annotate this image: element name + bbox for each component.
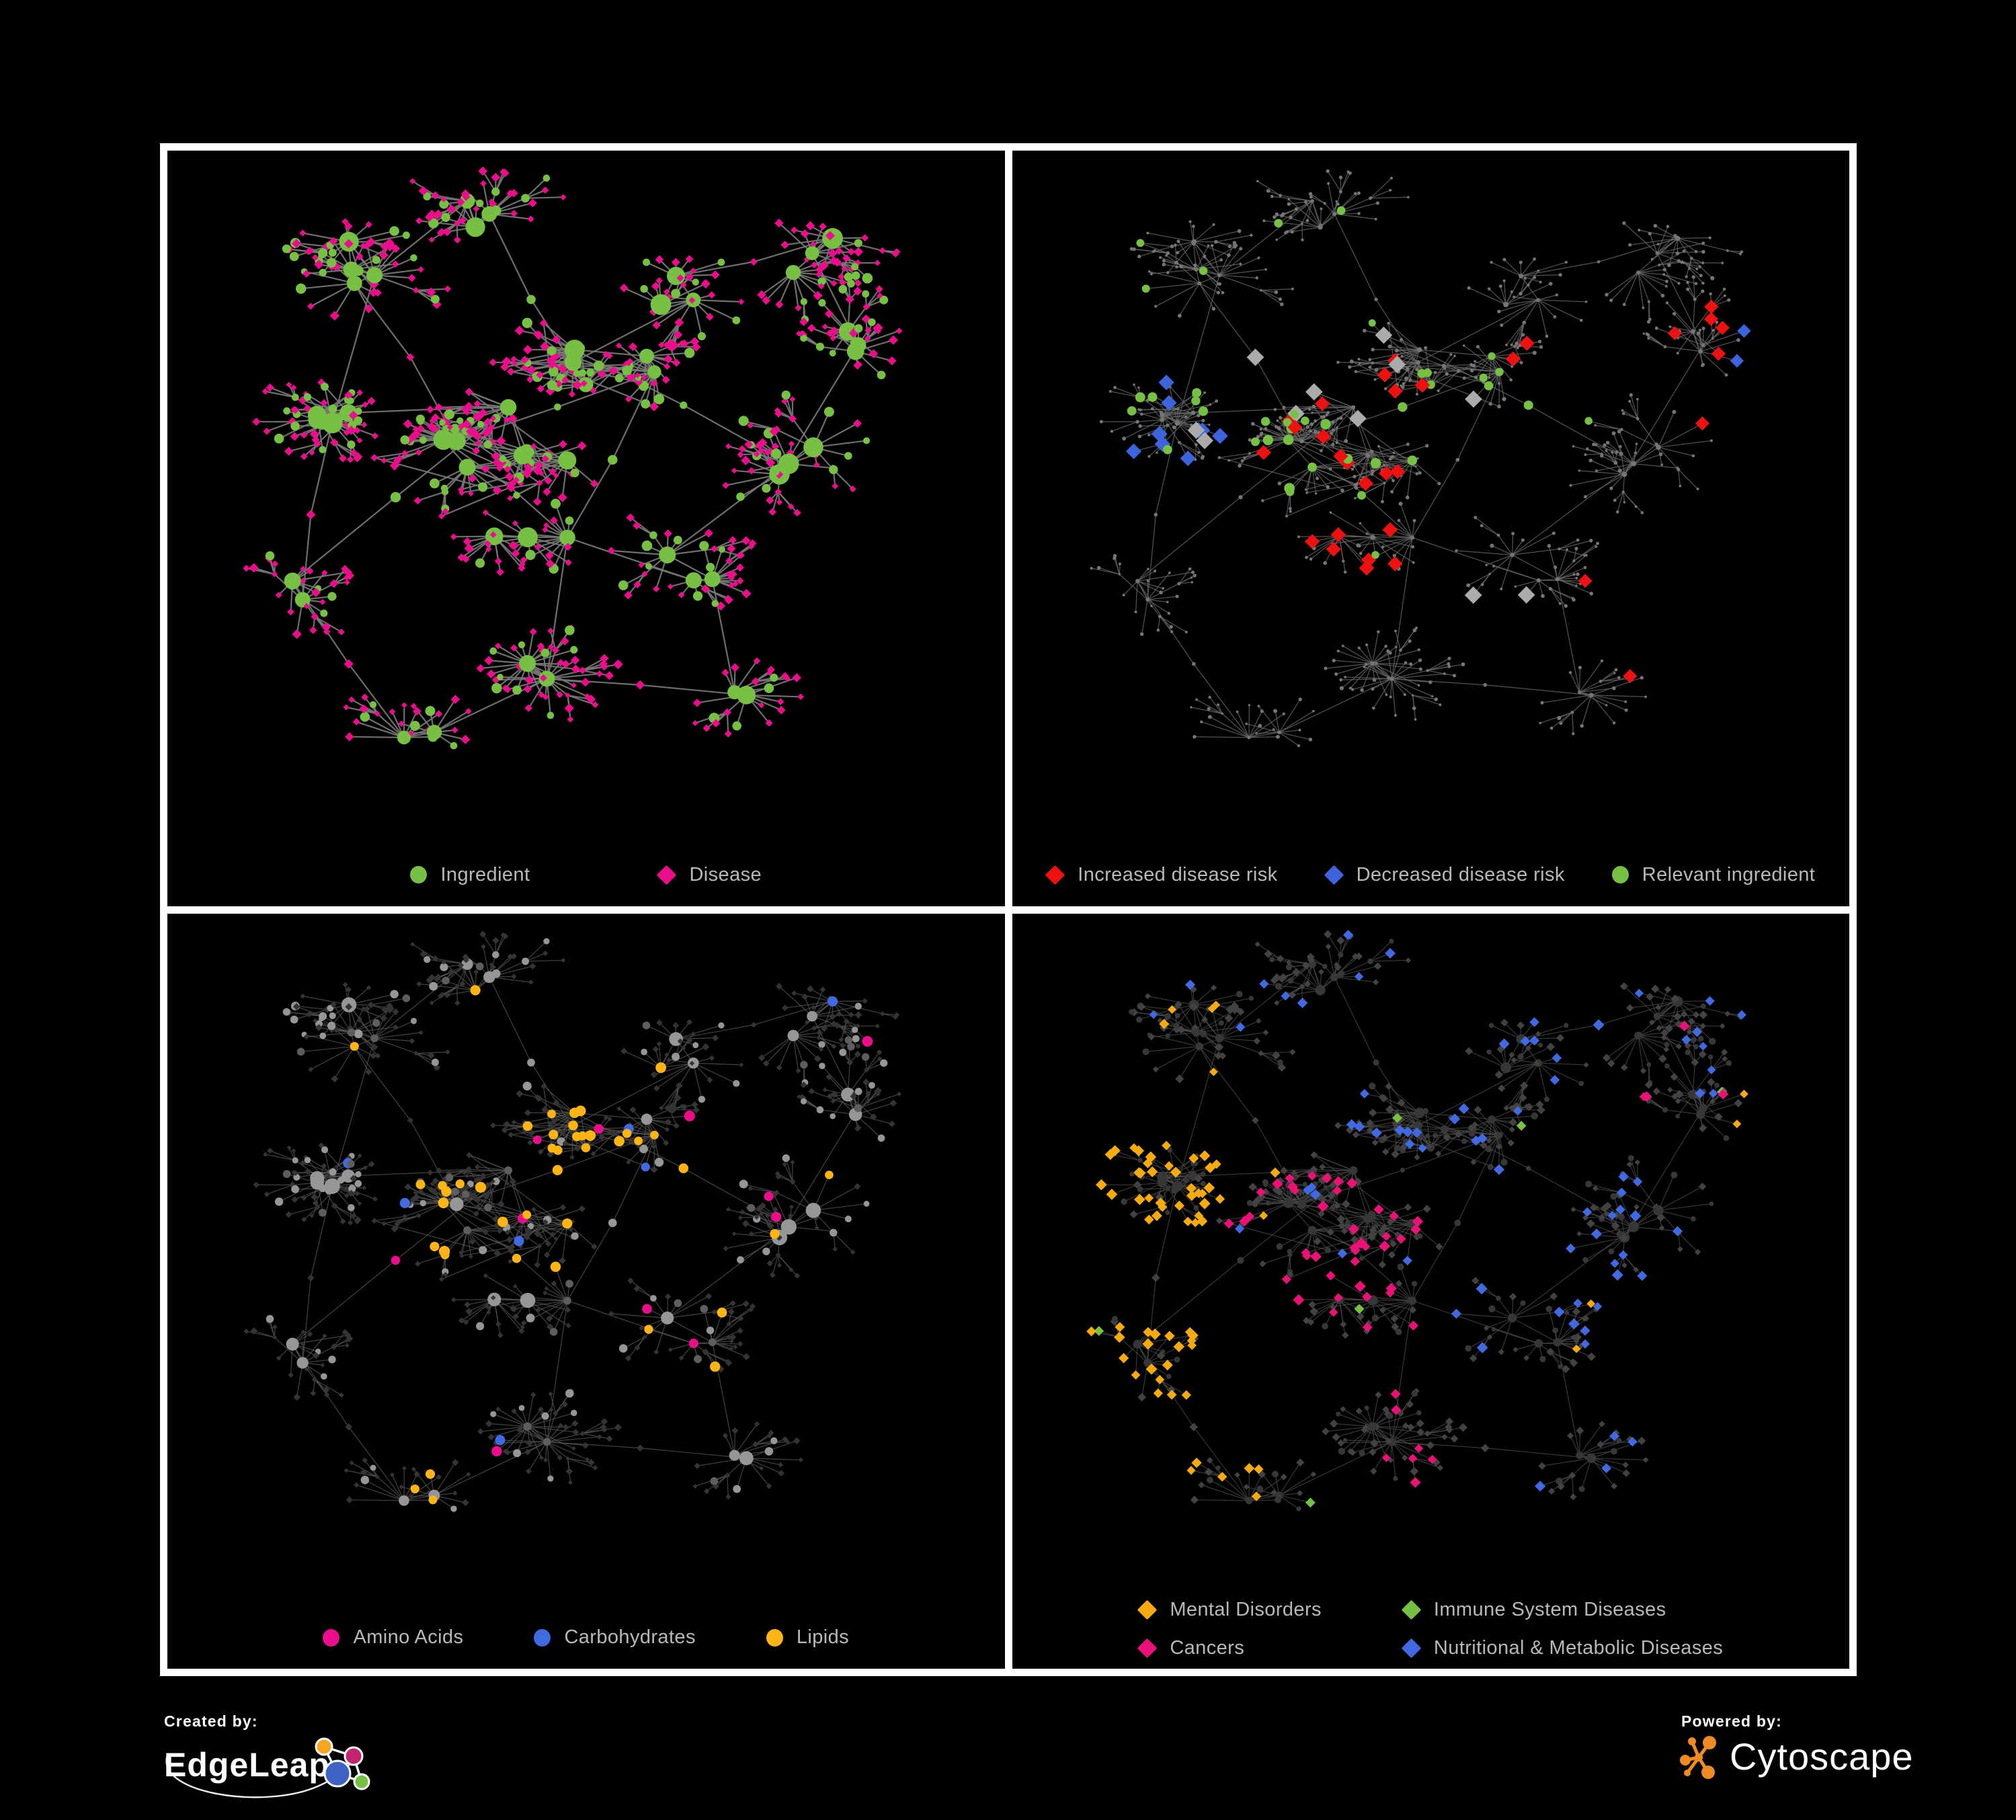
network-graph-nutrient-classes bbox=[243, 930, 902, 1512]
legend-label: Lipids bbox=[796, 1626, 850, 1648]
edgeleap-node-orange bbox=[315, 1737, 333, 1756]
lipids-circle-icon bbox=[766, 1628, 783, 1647]
legend-label: Ingredient bbox=[440, 863, 530, 885]
legend-item-ingredient: Ingredient bbox=[410, 864, 530, 886]
legend-item-decreased-disease-risk: Decreased disease risk bbox=[1324, 863, 1565, 886]
legend-item-nutritional-metabolic-diseases: Nutritional & Metabolic Diseases bbox=[1401, 1637, 1724, 1659]
cancers-diamond-icon bbox=[1137, 1638, 1158, 1659]
nutritional-metabolic-diseases-diamond-icon bbox=[1401, 1638, 1422, 1659]
legend-label: Immune System Diseases bbox=[1433, 1599, 1666, 1620]
network-graph-disease-risk bbox=[1089, 169, 1751, 748]
relevant-ingredient-circle-icon bbox=[1611, 866, 1629, 883]
panel-nutrient-classes: Amino Acids Carbohydrates Lipids bbox=[167, 913, 1005, 1669]
legend-label: Amino Acids bbox=[353, 1626, 464, 1648]
edgeleap-logo: EdgeLeap bbox=[164, 1737, 370, 1798]
legend-disease-risk: Increased disease risk Decreased disease … bbox=[1012, 864, 1850, 886]
legend-item-amino-acids: Amino Acids bbox=[323, 1626, 463, 1649]
network-graph-disease-classes bbox=[1086, 929, 1748, 1511]
mental-disorders-diamond-icon bbox=[1137, 1599, 1158, 1620]
legend-label: Decreased disease risk bbox=[1356, 863, 1565, 885]
powered-by-branding: Powered by: Cytosc bbox=[1679, 1712, 1914, 1779]
disease-diamond-icon bbox=[657, 865, 677, 885]
edgeleap-network-icon bbox=[315, 1737, 370, 1790]
legend-disease-classes: Mental Disorders Immune System Diseases Ca… bbox=[1012, 1599, 1850, 1659]
edgeleap-node-magenta bbox=[344, 1746, 364, 1766]
legend-nutrient-classes: Amino Acids Carbohydrates Lipids bbox=[167, 1626, 1005, 1649]
legend-item-lipids: Lipids bbox=[766, 1626, 849, 1649]
legend-label: Carbohydrates bbox=[564, 1626, 696, 1648]
legend-label: Disease bbox=[689, 863, 762, 885]
legend-item-immune-system-diseases: Immune System Diseases bbox=[1401, 1599, 1666, 1621]
legend-item-mental-disorders: Mental Disorders bbox=[1137, 1599, 1322, 1621]
cytoscape-icon bbox=[1680, 1736, 1716, 1779]
panel-disease-classes: Mental Disorders Immune System Diseases Ca… bbox=[1012, 913, 1850, 1669]
legend-label: Mental Disorders bbox=[1170, 1599, 1322, 1620]
increased-disease-risk-diamond-icon bbox=[1045, 865, 1065, 885]
ingredient-circle-icon bbox=[410, 866, 428, 883]
legend-item-relevant-ingredient: Relevant ingredient bbox=[1611, 863, 1816, 886]
cytoscape-wordmark: Cytoscape bbox=[1730, 1735, 1914, 1778]
legend-item-cancers: Cancers bbox=[1137, 1637, 1245, 1659]
edgeleap-node-blue bbox=[323, 1759, 352, 1788]
legend-label: Relevant ingredient bbox=[1642, 863, 1816, 885]
amino-acids-circle-icon bbox=[323, 1628, 340, 1647]
legend-item-carbohydrates: Carbohydrates bbox=[534, 1626, 695, 1649]
network-graph-ingredient-disease bbox=[243, 166, 903, 750]
edgeleap-node-green bbox=[353, 1773, 370, 1790]
panel-ingredient-disease: Ingredient Disease bbox=[167, 151, 1005, 906]
carbohydrates-circle-icon bbox=[534, 1628, 551, 1647]
network-panels-grid: Ingredient Disease Increased disease risk… bbox=[160, 143, 1857, 1676]
created-by-label: Created by: bbox=[164, 1712, 258, 1730]
decreased-disease-risk-diamond-icon bbox=[1324, 865, 1344, 885]
powered-by-label: Powered by: bbox=[1681, 1712, 1782, 1730]
legend-label: Increased disease risk bbox=[1078, 863, 1278, 885]
created-by-branding: Created by: EdgeLeap bbox=[161, 1712, 383, 1816]
immune-system-diseases-diamond-icon bbox=[1401, 1599, 1422, 1620]
edgeleap-wordmark: EdgeLeap bbox=[164, 1746, 330, 1784]
legend-ingredient-disease: Ingredient Disease bbox=[167, 864, 1005, 886]
legend-item-increased-disease-risk: Increased disease risk bbox=[1045, 863, 1278, 886]
legend-item-disease: Disease bbox=[657, 864, 762, 886]
legend-label: Cancers bbox=[1170, 1637, 1245, 1659]
legend-label: Nutritional & Metabolic Diseases bbox=[1433, 1637, 1724, 1659]
panel-disease-risk: Increased disease risk Decreased disease … bbox=[1012, 151, 1850, 906]
